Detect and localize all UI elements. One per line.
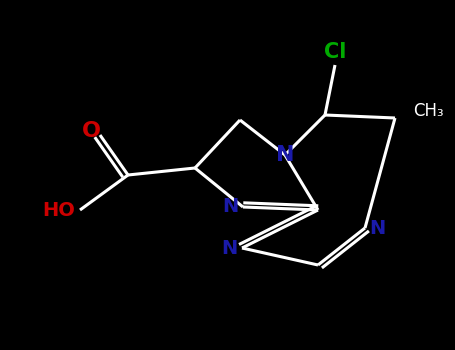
Text: CH₃: CH₃ (413, 102, 444, 120)
Text: Cl: Cl (324, 42, 346, 62)
Text: O: O (81, 121, 101, 141)
Text: N: N (221, 238, 238, 258)
Text: N: N (276, 145, 294, 165)
Text: HO: HO (43, 201, 76, 219)
Text: N: N (369, 218, 386, 238)
Text: N: N (222, 197, 238, 217)
